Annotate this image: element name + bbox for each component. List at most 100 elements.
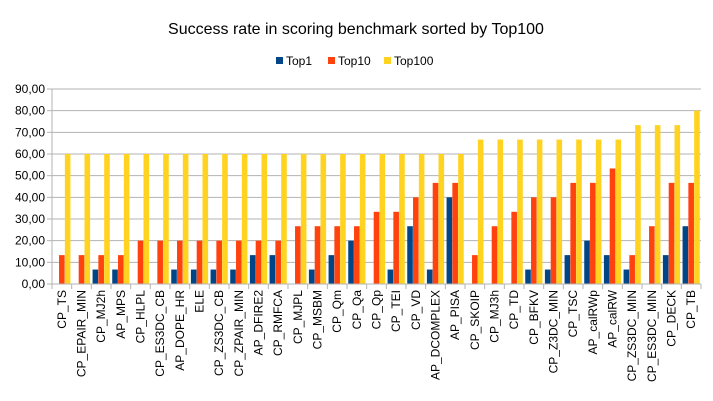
bar-top10 (609, 168, 616, 284)
y-tick-label: 50,00 (15, 169, 45, 183)
x-tick-label: CP_TSC (566, 290, 580, 338)
bar-top1 (407, 226, 413, 284)
legend-swatch-top100 (384, 57, 391, 64)
bar-top10 (354, 226, 360, 284)
bar-top10 (236, 240, 242, 284)
x-tick-label: CP_TEI (389, 290, 403, 332)
bar-top1 (564, 255, 571, 284)
bar-top10 (373, 211, 380, 284)
legend-label-top10: Top10 (338, 54, 371, 68)
y-tick-label: 20,00 (15, 234, 45, 248)
bar-top10 (59, 255, 65, 284)
bar-top10 (275, 240, 281, 284)
bar-top100 (320, 154, 327, 284)
bar-top100 (359, 154, 366, 284)
legend-label-top1: Top1 (286, 54, 312, 68)
x-tick-label: CP_Qm (330, 290, 344, 333)
bar-top10 (314, 226, 321, 284)
legend-label-top100: Top100 (394, 54, 434, 68)
x-tick-label: CP_ZS3DC_MIN (625, 290, 639, 381)
x-tick-label: CP_BFKV (527, 290, 541, 345)
bar-top100 (517, 139, 523, 284)
bar-top1 (210, 269, 217, 284)
bar-top10 (649, 226, 655, 284)
bar-top10 (491, 226, 498, 284)
bar-top10 (216, 240, 222, 284)
x-tick-label: CP_MSBM (311, 290, 325, 349)
bar-top1 (584, 240, 590, 284)
chart-title: Success rate in scoring benchmark sorted… (168, 21, 544, 38)
bar-top100 (576, 139, 582, 284)
x-tick-label: CP_TB (684, 290, 698, 329)
x-tick-label: CP_ES3DC_CB (153, 290, 167, 377)
x-tick-label: AP_calRW (606, 289, 620, 347)
y-tick-label: 80,00 (15, 104, 45, 118)
bar-top1 (603, 255, 610, 284)
bar-top1 (308, 269, 315, 284)
bar-top10 (177, 240, 183, 284)
bars (59, 110, 700, 285)
bar-top10 (531, 197, 537, 284)
bar-top1 (662, 255, 669, 284)
bar-top100 (84, 154, 91, 284)
x-tick-label: AP_MPS (114, 290, 128, 339)
y-tick-label: 90,00 (15, 82, 45, 96)
bar-top100 (458, 154, 464, 284)
bar-top10 (196, 240, 203, 284)
bar-top100 (64, 154, 71, 284)
bar-top100 (300, 154, 307, 284)
legend-swatch-top1 (276, 57, 283, 64)
bar-top1 (348, 240, 354, 284)
bar-top10 (432, 182, 439, 284)
x-tick-label: CP_TD (507, 290, 521, 330)
bar-top1 (112, 269, 118, 284)
x-tick-label: AP_DFIRE2 (252, 290, 266, 356)
bar-top10 (334, 226, 340, 284)
x-tick-label: CP_EPAIR_MIN (75, 290, 89, 377)
bar-top1 (387, 269, 394, 284)
y-tick-label: 60,00 (15, 147, 45, 161)
x-tick-label: CP_Qa (350, 290, 364, 330)
bar-top100 (163, 154, 169, 284)
x-tick-label: CP_ZPAIR_MIN (232, 290, 246, 376)
bar-top10 (295, 226, 301, 284)
bar-top1 (446, 197, 453, 284)
bar-top100 (438, 154, 445, 284)
x-tick-label: AP_PISA (448, 290, 462, 340)
x-tick-label: CP_RMFCA (271, 290, 285, 356)
bar-top100 (418, 154, 425, 284)
x-tick-label: CP_MJ3h (488, 290, 502, 343)
x-tick-label: ELE (193, 290, 207, 313)
bar-top1 (525, 269, 531, 284)
bar-top10 (393, 211, 399, 284)
legend: Top1 Top10 Top100 (276, 54, 434, 68)
legend-swatch-top10 (328, 57, 335, 64)
bar-top10 (98, 255, 104, 284)
bar-top10 (157, 240, 163, 284)
x-tick-label: CP_ZS3DC_CB (212, 290, 226, 376)
bar-top100 (143, 154, 150, 284)
bar-top10 (137, 240, 144, 284)
x-tick-label: CP_VD (409, 290, 423, 330)
bar-top100 (694, 110, 700, 285)
y-tick-label: 10,00 (15, 255, 45, 269)
bar-top10 (629, 255, 635, 284)
bar-top1 (544, 269, 551, 284)
x-tick-label: AP_calRWp (586, 290, 600, 355)
bar-top100 (182, 154, 189, 284)
x-tick-label: CP_ES3DC_MIN (645, 290, 659, 382)
y-tick-label: 40,00 (15, 190, 45, 204)
bar-top1 (328, 255, 335, 284)
bar-top1 (249, 255, 256, 284)
y-axis-ticks: 0,00 10,00 20,00 30,00 40,00 50,00 60,00 70,00 8… (15, 82, 52, 291)
bar-top1 (682, 226, 689, 284)
x-tick-label: AP_DOPE_HR (173, 290, 187, 371)
bar-top10 (668, 182, 675, 284)
x-tick-label: CP_SKOIP (468, 290, 482, 350)
x-tick-label: CP_HLPL (134, 290, 148, 344)
bar-top100 (674, 125, 681, 284)
bar-top100 (123, 154, 130, 284)
bar-top100 (104, 154, 110, 284)
bar-top1 (171, 269, 177, 284)
bar-top100 (340, 154, 346, 284)
